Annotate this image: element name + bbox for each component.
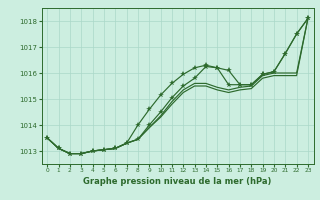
X-axis label: Graphe pression niveau de la mer (hPa): Graphe pression niveau de la mer (hPa)	[84, 177, 272, 186]
